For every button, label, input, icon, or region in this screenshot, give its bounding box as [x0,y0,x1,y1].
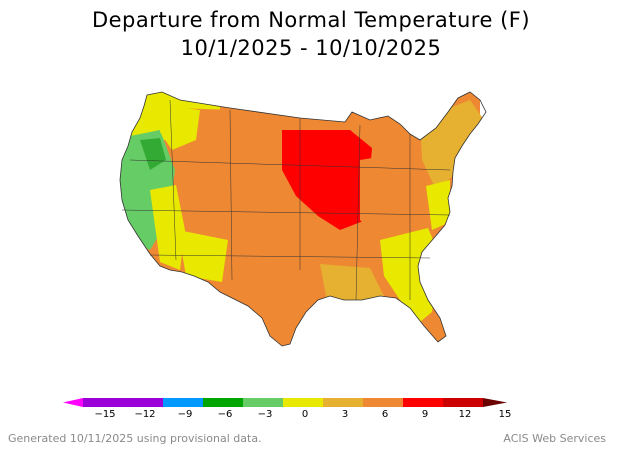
gulf-coast-gold [320,264,384,302]
legend-tick-label: 9 [422,409,428,420]
ohio-valley-orange [360,150,430,240]
legend-high-arrow [483,398,507,407]
footer-generated-note: Generated 10/11/2025 using provisional d… [8,432,262,445]
legend-bin [403,398,443,407]
legend-bin [243,398,283,407]
texas-orange [250,250,330,344]
upper-midwest-red [282,130,372,230]
legend-tick-label: 3 [342,409,348,420]
legend-bin [83,398,123,407]
california-yellow [150,185,185,270]
legend-tick-label: 15 [499,409,512,420]
legend-bin [323,398,363,407]
legend-tick-label: −9 [178,409,193,420]
idaho-yellow [160,105,200,150]
legend-bin [283,398,323,407]
footer-source: ACIS Web Services [503,432,606,445]
oregon-dark-green [140,138,166,170]
legend-tick-label: −6 [218,409,233,420]
state-borders [121,99,451,301]
legend-bin [203,398,243,407]
legend-tick-label: −12 [134,409,155,420]
legend-bin [123,398,163,407]
legend-tick-label: 12 [459,409,472,420]
legend-tick-label: −15 [94,409,115,420]
legend-tick-label: 0 [302,409,308,420]
map-title: Departure from Normal Temperature (F) [91,8,531,32]
midatlantic-yellow [426,180,450,230]
legend-color-bar: −15 −12 −9 −6 −3 0 3 6 9 12 15 [63,398,511,420]
legend-tick-label: 6 [382,409,388,420]
legend-bin [163,398,203,407]
legend-bin [363,398,403,407]
southwest-yellow [178,230,228,282]
map-date-range: 10/1/2025 - 10/10/2025 [180,36,442,60]
legend-bin [443,398,483,407]
legend-low-arrow [63,398,83,407]
legend-tick-label: −3 [258,409,273,420]
